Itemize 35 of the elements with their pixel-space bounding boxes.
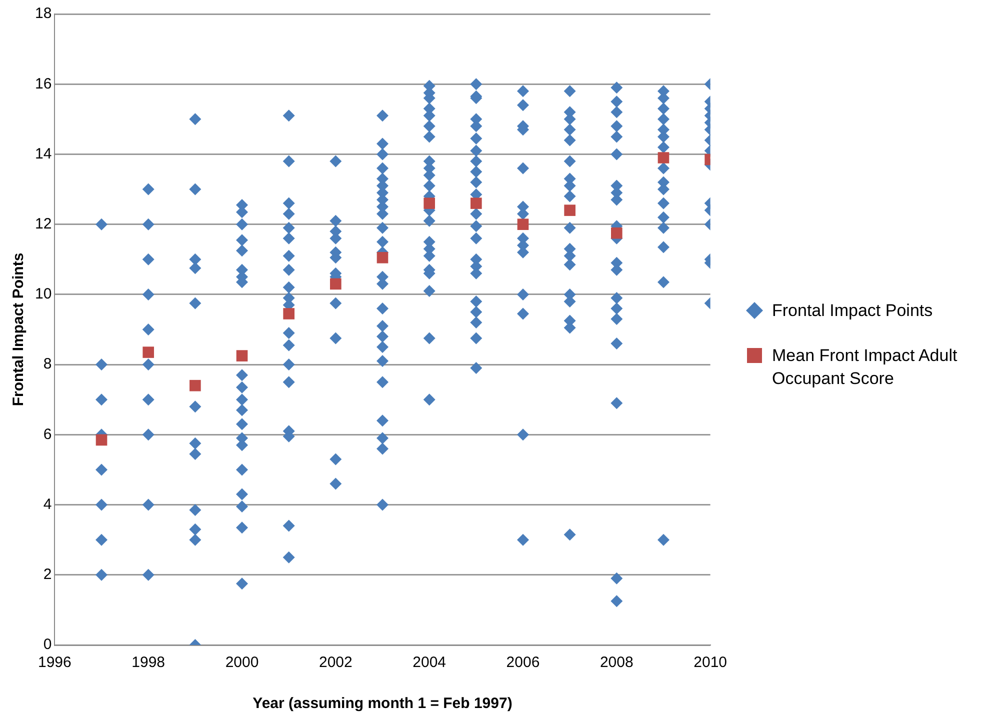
- point: [236, 350, 248, 362]
- x-tick-label: 2000: [225, 654, 259, 672]
- point: [610, 227, 622, 239]
- x-tick-label: 1996: [38, 654, 72, 672]
- point: [564, 204, 576, 216]
- point: [376, 252, 388, 264]
- x-axis-title: Year (assuming month 1 = Feb 1997): [252, 695, 512, 712]
- y-tick-label: 10: [34, 286, 52, 303]
- x-tick-label: 2004: [412, 654, 446, 672]
- x-tick-label: 2006: [506, 654, 540, 672]
- y-tick-label: 6: [43, 426, 52, 443]
- x-tick-label: 2002: [318, 654, 352, 672]
- y-tick-label: 2: [43, 566, 52, 584]
- point: [424, 198, 435, 209]
- point: [142, 346, 154, 358]
- point: [96, 434, 108, 446]
- y-tick-label: 0: [43, 636, 52, 654]
- point: [190, 380, 201, 392]
- y-tick-label: 14: [34, 145, 52, 162]
- point: [330, 278, 342, 290]
- y-tick-label: 8: [43, 356, 52, 373]
- x-tick-label: 2008: [600, 654, 634, 672]
- x-tick-label: 2010: [694, 654, 728, 672]
- y-tick-label: 4: [43, 496, 52, 513]
- legend-label: Mean Front Impact Adult Occupant Score: [772, 344, 958, 390]
- y-tick-label: 18: [34, 5, 52, 22]
- point: [517, 218, 529, 230]
- y-axis-title: Frontal Impact Points: [10, 252, 28, 406]
- y-tick-label: 12: [34, 215, 52, 232]
- point: [283, 308, 294, 320]
- point: [470, 198, 482, 209]
- point: [658, 152, 670, 164]
- y-tick-label: 16: [34, 75, 52, 92]
- x-tick-label: 1998: [132, 654, 166, 672]
- legend-label: Frontal Impact Points: [772, 300, 933, 322]
